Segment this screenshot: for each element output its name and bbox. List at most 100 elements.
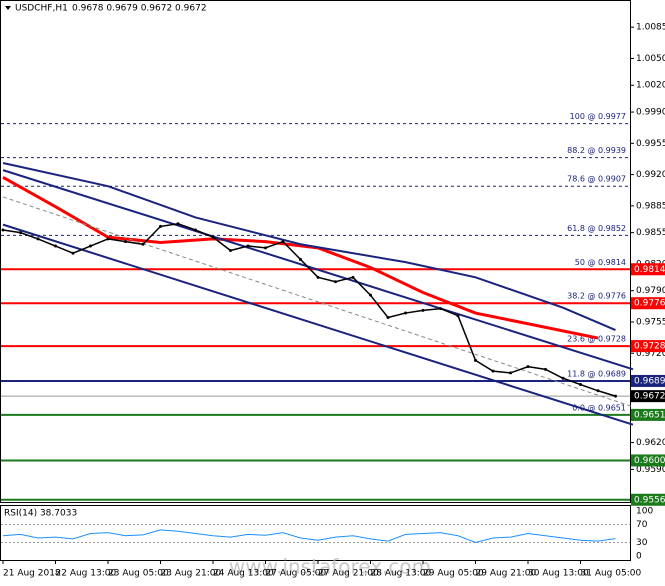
price-point bbox=[596, 389, 600, 393]
rsi-line bbox=[2, 529, 616, 544]
price-tag-label: 0.9814 bbox=[634, 265, 665, 275]
price-point bbox=[439, 307, 442, 311]
rsi-title: RSI(14) 38.7033 bbox=[4, 509, 77, 519]
price-point bbox=[386, 316, 390, 320]
price-tag-label: 0.9556 bbox=[634, 495, 665, 505]
price-point bbox=[369, 293, 372, 297]
price-point bbox=[141, 242, 145, 246]
x-tick-label: 29 Aug 05:00 bbox=[423, 569, 484, 579]
overlay-line bbox=[2, 223, 634, 426]
chart-title: USDCHF,H1 bbox=[15, 4, 68, 14]
price-point bbox=[36, 237, 40, 241]
overlay-line bbox=[2, 175, 599, 340]
price-point bbox=[229, 249, 232, 253]
price-point bbox=[194, 228, 197, 232]
price-point bbox=[281, 240, 285, 244]
x-tick-label: 30 Aug 13:00 bbox=[528, 569, 589, 579]
rsi-tick-label: 70 bbox=[636, 520, 648, 530]
x-tick-label: 24 Aug 13:00 bbox=[213, 569, 274, 579]
x-tick-label: 28 Aug 13:00 bbox=[371, 569, 432, 579]
watermark: www.instaforex.com bbox=[229, 555, 431, 579]
price-point bbox=[614, 394, 617, 398]
rsi-tick-label: 30 bbox=[636, 538, 648, 548]
rsi-tick-label: 100 bbox=[636, 507, 653, 517]
price-tag bbox=[631, 454, 665, 467]
price-point bbox=[71, 251, 75, 255]
price-point bbox=[316, 275, 320, 279]
fib-label: 38.2 @ 0.9776 bbox=[567, 292, 626, 301]
y-tick-label: 1.0020 bbox=[636, 81, 665, 91]
price-point bbox=[491, 369, 495, 373]
x-tick-label: 27 Aug 05:00 bbox=[266, 569, 327, 579]
y-tick-label: 0.9620 bbox=[636, 438, 665, 448]
y-tick-label: 0.9755 bbox=[636, 317, 665, 327]
x-tick-label: 22 Aug 13:00 bbox=[56, 569, 117, 579]
price-tag-label: 0.9776 bbox=[634, 299, 665, 309]
rsi-tick-label: 0 bbox=[636, 552, 642, 562]
y-tick-label: 0.9885 bbox=[636, 201, 665, 211]
fib-label: 61.8 @ 0.9852 bbox=[567, 224, 626, 233]
x-tick-label: 23 Aug 05:00 bbox=[108, 569, 169, 579]
x-tick-label: 23 Aug 21:00 bbox=[161, 569, 222, 579]
price-point bbox=[544, 367, 547, 371]
y-tick-label: 0.9920 bbox=[636, 170, 665, 180]
price-point bbox=[19, 231, 22, 235]
price-point bbox=[526, 365, 530, 369]
price-tag bbox=[631, 263, 665, 276]
price-point bbox=[561, 376, 565, 380]
price-tag-label: 0.9672 bbox=[634, 392, 665, 402]
price-point bbox=[106, 237, 110, 241]
y-tick-label: 1.0050 bbox=[636, 54, 665, 64]
price-tag-label: 0.9600 bbox=[634, 456, 665, 466]
fib-label: 88.2 @ 0.9939 bbox=[567, 146, 626, 155]
x-tick-label: 29 Aug 21:00 bbox=[476, 569, 537, 579]
fib-label: 50 @ 0.9814 bbox=[575, 258, 626, 267]
price-point bbox=[404, 311, 407, 315]
price-tag-label: 0.9689 bbox=[634, 376, 665, 386]
price-point bbox=[89, 244, 92, 248]
price-point bbox=[264, 246, 267, 250]
price-point bbox=[509, 371, 512, 375]
y-tick-label: 0.9990 bbox=[636, 108, 665, 118]
price-point bbox=[211, 235, 215, 239]
price-point bbox=[474, 358, 477, 362]
overlay-line bbox=[2, 196, 634, 408]
price-tag bbox=[631, 297, 665, 310]
price-tag bbox=[631, 374, 665, 387]
price-point bbox=[351, 275, 355, 279]
main-panel bbox=[0, 0, 631, 503]
x-tick-label: 31 Aug 05:00 bbox=[581, 569, 642, 579]
price-point bbox=[159, 224, 162, 228]
price-tag-label: 0.9651 bbox=[634, 410, 665, 420]
price-point bbox=[579, 383, 582, 387]
y-tick-label: 0.9720 bbox=[636, 349, 665, 359]
price-line bbox=[2, 222, 616, 397]
ohlc-text: 0.9678 0.9679 0.9672 0.9672 bbox=[72, 4, 207, 14]
y-tick-label: 0.9955 bbox=[636, 139, 665, 149]
price-tag-label: 0.9728 bbox=[634, 342, 665, 352]
price-point bbox=[176, 222, 180, 226]
fib-label: 78.6 @ 0.9907 bbox=[567, 175, 626, 184]
price-point bbox=[334, 280, 337, 284]
y-tick-label: 1.0085 bbox=[636, 23, 665, 33]
price-point bbox=[54, 244, 57, 248]
price-point bbox=[124, 240, 127, 244]
y-tick-label: 0.9855 bbox=[636, 228, 665, 238]
price-tag bbox=[631, 408, 665, 421]
fib-label: 100 @ 0.9977 bbox=[570, 112, 626, 121]
x-tick-label: 21 Aug 2018 bbox=[3, 569, 61, 579]
fib-label: 11.8 @ 0.9689 bbox=[567, 369, 626, 378]
price-point bbox=[456, 314, 460, 318]
price-point bbox=[299, 257, 302, 261]
price-tag bbox=[631, 493, 665, 506]
overlay-line bbox=[2, 161, 616, 331]
price-tag bbox=[631, 340, 665, 353]
overlay-line bbox=[2, 169, 634, 371]
y-tick-label: 0.9790 bbox=[636, 286, 665, 296]
menu-arrow bbox=[5, 6, 11, 10]
price-point bbox=[1, 228, 5, 232]
price-point bbox=[246, 244, 250, 248]
fib-label: 0.0 @ 0.9651 bbox=[572, 403, 626, 412]
price-point bbox=[421, 308, 425, 312]
